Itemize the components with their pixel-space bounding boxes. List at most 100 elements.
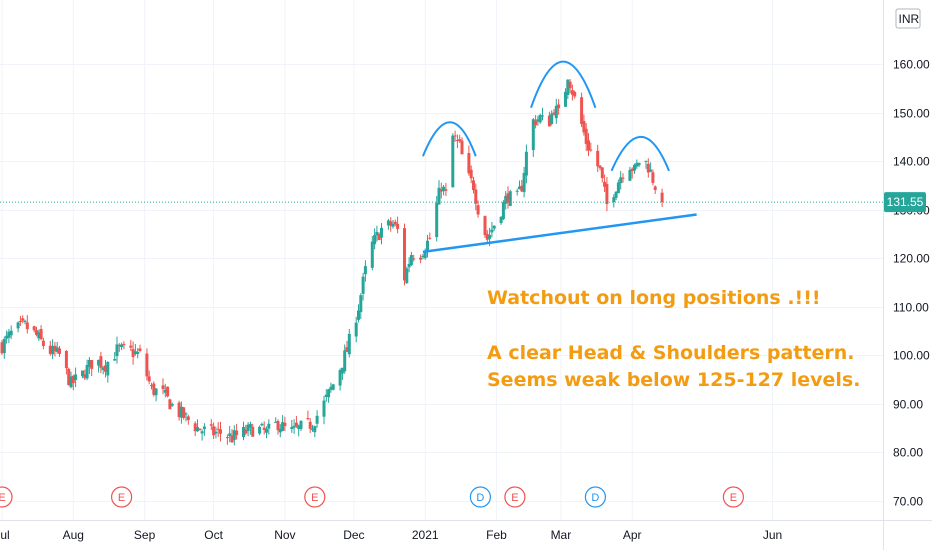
candle-body — [421, 255, 425, 257]
candle-body — [409, 255, 413, 266]
candle-body — [214, 431, 218, 434]
earnings-marker[interactable]: E — [0, 486, 13, 508]
earnings-marker[interactable]: E — [504, 486, 526, 508]
candle-body — [534, 120, 538, 126]
candle-body — [453, 135, 457, 137]
candle-body — [444, 189, 448, 191]
candle-body — [5, 335, 9, 339]
candle-body — [193, 423, 197, 432]
candle-body — [212, 426, 216, 436]
earnings-marker[interactable]: E — [722, 486, 745, 508]
event-label: E — [0, 492, 6, 504]
candle-body — [16, 322, 20, 329]
candle-body — [145, 353, 149, 377]
candle-body — [324, 394, 328, 397]
candle-body — [39, 329, 43, 340]
dividend-marker[interactable]: D — [584, 486, 607, 508]
candle-body — [179, 406, 183, 418]
candle-body — [35, 330, 38, 335]
candle-body — [99, 356, 103, 368]
candle-body — [499, 216, 503, 224]
currency-box — [895, 8, 921, 29]
candle-body — [251, 426, 255, 437]
candle-body — [469, 169, 473, 179]
candle-body — [428, 237, 432, 239]
candle-body — [621, 177, 625, 179]
candle-body — [587, 140, 590, 151]
candle-body — [568, 81, 572, 89]
candle-body — [405, 268, 409, 284]
candle-body — [25, 322, 29, 330]
candle-body — [327, 389, 331, 398]
event-label: E — [511, 492, 518, 504]
candle-body — [71, 375, 75, 384]
candle-body — [363, 266, 367, 275]
candle-body — [232, 430, 236, 440]
candle-body — [260, 423, 264, 426]
candle-body — [74, 374, 78, 380]
candle-body — [21, 318, 25, 321]
candle-body — [538, 114, 542, 123]
event-circle — [304, 486, 326, 508]
candle-body — [267, 423, 271, 429]
neckline — [422, 213, 697, 254]
candle-body — [120, 344, 124, 348]
candle-body — [329, 386, 333, 390]
candle-body — [552, 112, 556, 115]
candle-body — [616, 182, 620, 194]
candle-body — [0, 342, 4, 354]
candle-body — [506, 193, 510, 203]
currency-label[interactable]: INR — [895, 8, 921, 29]
candle-body — [412, 258, 416, 260]
event-label: E — [118, 492, 125, 504]
candle-body — [377, 233, 381, 241]
candle-body — [582, 121, 586, 133]
candle-body — [600, 167, 604, 179]
candle-body — [308, 421, 312, 429]
right-shoulder-arc — [610, 136, 670, 172]
time-tick-label: Sep — [134, 528, 156, 542]
earnings-marker[interactable]: E — [110, 486, 133, 508]
candle-body — [81, 370, 84, 377]
earnings-marker[interactable]: E — [304, 486, 326, 508]
candle-body — [154, 388, 158, 396]
dividend-marker[interactable]: D — [469, 486, 491, 508]
candle-body — [83, 374, 87, 379]
candle-body — [274, 421, 278, 423]
last-price-label: 131.55 — [884, 192, 926, 213]
candle-body — [97, 359, 101, 366]
candle-body — [389, 221, 393, 226]
candle-body — [64, 350, 68, 369]
time-axis[interactable]: Jul Aug Sep Oct Nov Dec 2021 Feb Mar Apr Jun — [0, 520, 932, 543]
candle-body — [536, 119, 540, 122]
price-tick-label: 120.00 — [893, 252, 930, 266]
candle-body — [419, 257, 423, 260]
candle-body — [584, 128, 588, 144]
candle-body — [407, 263, 411, 268]
candle-body — [246, 424, 250, 431]
candle-body — [554, 105, 558, 119]
time-tick-label: Apr — [623, 528, 642, 542]
annotation-line-3: Seems weak below 125-127 levels. — [487, 369, 860, 391]
candle-body — [598, 165, 602, 168]
candle-body — [644, 160, 648, 162]
price-axis[interactable]: 70.0080.0090.00100.00110.00120.00130.001… — [883, 0, 931, 550]
candle-body — [55, 347, 59, 352]
candle-body — [343, 350, 347, 372]
candle-body — [138, 348, 142, 351]
price-tick-label: 80.00 — [893, 446, 923, 460]
candle-body — [646, 163, 650, 173]
candle-body — [603, 181, 607, 187]
candle-body — [9, 330, 13, 336]
candle-body — [265, 428, 268, 433]
candle-body — [361, 276, 365, 294]
candle-body — [242, 427, 245, 437]
event-circle — [110, 486, 133, 508]
drawings — [421, 60, 697, 254]
candle-body — [508, 191, 512, 206]
candle-body — [184, 413, 188, 415]
candle-body — [467, 153, 471, 174]
